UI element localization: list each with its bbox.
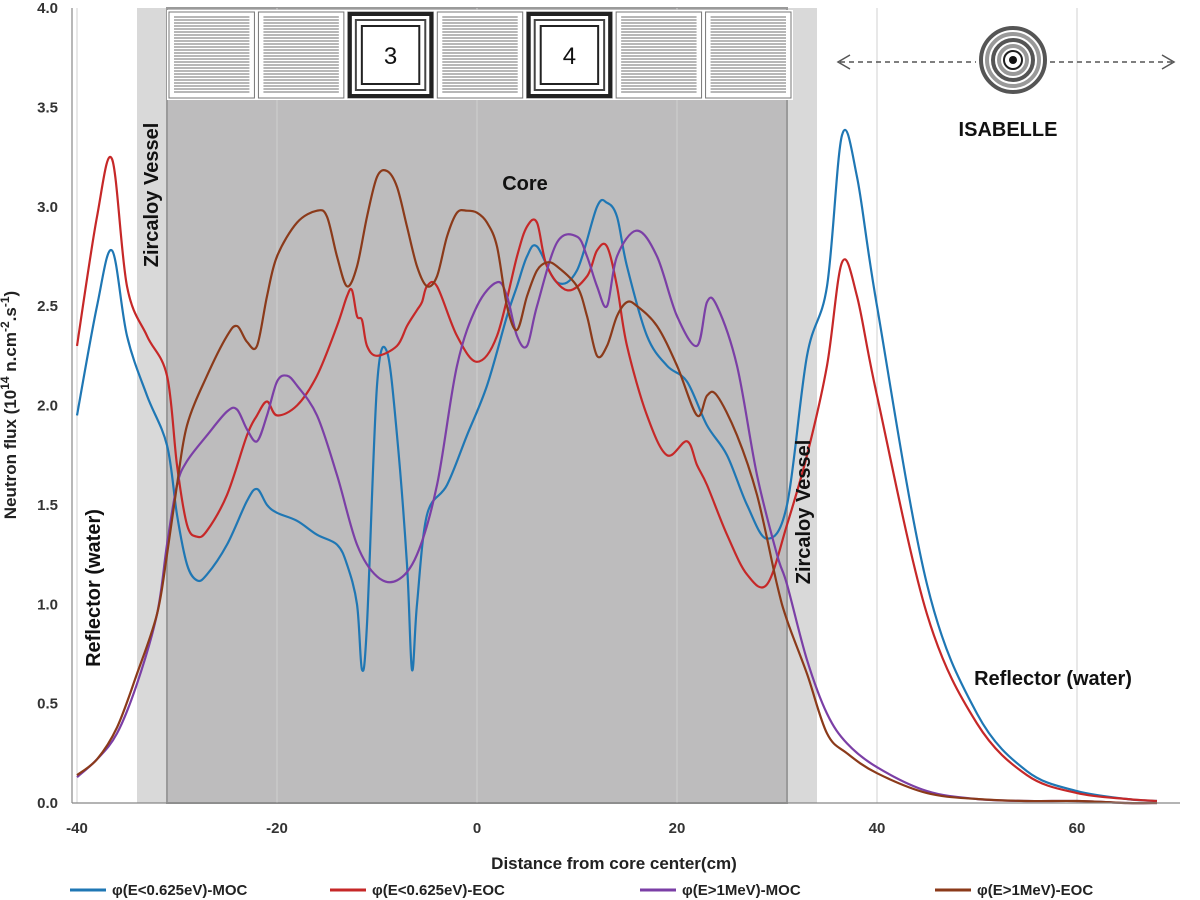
- control-element-frame: [526, 12, 613, 98]
- y-tick-label: 1.5: [37, 497, 58, 514]
- y-axis-title-part: n.cm: [1, 332, 20, 376]
- x-tick-label: 60: [1069, 820, 1086, 837]
- y-tick-label: 0.5: [37, 696, 58, 713]
- y-tick-label: 1.0: [37, 596, 58, 613]
- fuel-element-frame: [615, 11, 703, 99]
- vessel-right-region: [787, 8, 817, 803]
- x-tick-label: 0: [473, 820, 481, 837]
- y-tick-label: 2.5: [37, 298, 58, 315]
- fuel-element-frame: [705, 11, 792, 99]
- element-3-label: 3: [384, 43, 397, 70]
- y-axis-title-exponent: -2: [0, 321, 12, 332]
- fuel-element-frame: [257, 11, 345, 99]
- legend-item: φ(E>1MeV)-EOC: [935, 882, 1093, 899]
- series-line-2: [75, 155, 1158, 803]
- axes: -40 -20 0 20 40 60 0.0 0.5 1.0 1.5 2.0 2.5 3.0 3.5 4.0…: [0, 0, 1180, 873]
- control-element-frame: [347, 12, 434, 98]
- legend-item: φ(E<0.625eV)-MOC: [70, 882, 248, 899]
- x-tick-label: 40: [869, 820, 886, 837]
- isabelle-ring: [985, 32, 1041, 88]
- fuel-element: [436, 11, 524, 99]
- x-axis-title: Distance from core center(cm): [491, 854, 737, 873]
- y-axis-title-part: .s: [1, 307, 20, 321]
- series-lines: [75, 128, 1158, 805]
- legend: φ(E<0.625eV)-MOC φ(E<0.625eV)-EOC φ(E>1MeV…: [70, 882, 1093, 899]
- x-tick-label: -40: [66, 820, 88, 837]
- isabelle-dot: [1009, 56, 1017, 64]
- fuel-element: [257, 11, 345, 99]
- x-tick-label: -20: [266, 820, 288, 837]
- legend-label: φ(E<0.625eV)-MOC: [112, 882, 248, 899]
- fuel-element: [705, 11, 792, 99]
- fuel-element: [168, 11, 255, 99]
- y-axis-title-exponent: 14: [0, 376, 12, 390]
- y-axis-title-exponent: -1: [0, 296, 12, 307]
- y-axis-title-part: Neutron flux (10: [1, 390, 20, 519]
- series-line-1: [75, 128, 1158, 803]
- isabelle-label: ISABELLE: [959, 119, 1058, 141]
- y-axis-title: Neutron flux (1014 n.cm-2.s-1): [0, 291, 20, 519]
- legend-item: φ(E<0.625eV)-EOC: [330, 882, 505, 899]
- control-element-inner: [354, 19, 427, 91]
- series-line-3: [76, 229, 1158, 805]
- isabelle-ring: [997, 44, 1029, 76]
- y-axis-title-part: ): [1, 291, 20, 297]
- x-tick-label: 20: [669, 820, 686, 837]
- y-tick-label: 4.0: [37, 0, 58, 17]
- arrow-left-head: [836, 54, 851, 70]
- fuel-element-frame: [168, 11, 255, 99]
- legend-label: φ(E>1MeV)-MOC: [682, 882, 801, 899]
- core-label: Core: [502, 173, 548, 195]
- annotations: Core Zircaloy Vessel Zircaloy Vessel Reflec…: [83, 119, 1132, 690]
- fuel-element: [615, 11, 703, 99]
- vessel-left-label: Zircaloy Vessel: [141, 123, 163, 268]
- fuel-element: 3: [347, 11, 434, 99]
- isabelle-ring: [991, 38, 1035, 82]
- isabelle-loop: [836, 26, 1176, 94]
- y-tick-label: 3.0: [37, 199, 58, 216]
- legend-label: φ(E>1MeV)-EOC: [977, 882, 1093, 899]
- control-element-core: [360, 25, 421, 85]
- isabelle-ring: [979, 26, 1047, 94]
- element-4-label: 4: [563, 43, 576, 70]
- fuel-element: 4: [526, 11, 613, 99]
- series-line-4: [76, 169, 1158, 805]
- y-tick-label: 3.5: [37, 99, 58, 116]
- control-element-inner: [533, 19, 606, 91]
- y-tick-label: 2.0: [37, 398, 58, 415]
- grid: [76, 8, 1078, 803]
- reflector-left-label: Reflector (water): [83, 509, 105, 667]
- reflector-right-label: Reflector (water): [974, 668, 1132, 690]
- fuel-element-frame: [436, 11, 524, 99]
- vessel-right-label: Zircaloy Vessel: [793, 440, 815, 585]
- control-element-core: [539, 25, 600, 85]
- legend-item: φ(E>1MeV)-MOC: [640, 882, 801, 899]
- y-tick-label: 0.0: [37, 795, 58, 812]
- arrow-right-head: [1161, 54, 1176, 70]
- legend-label: φ(E<0.625eV)-EOC: [372, 882, 505, 899]
